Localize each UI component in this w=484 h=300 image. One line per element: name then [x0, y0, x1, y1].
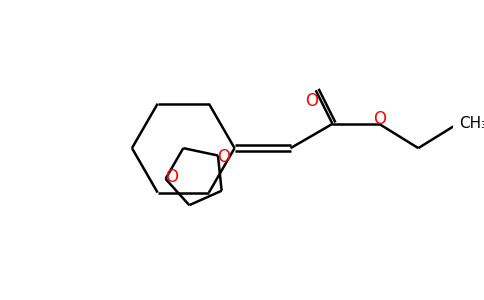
- Text: O: O: [373, 110, 386, 128]
- Text: O: O: [305, 92, 318, 110]
- Text: O: O: [217, 148, 230, 166]
- Text: O: O: [165, 168, 178, 186]
- Text: CH₃: CH₃: [459, 116, 484, 131]
